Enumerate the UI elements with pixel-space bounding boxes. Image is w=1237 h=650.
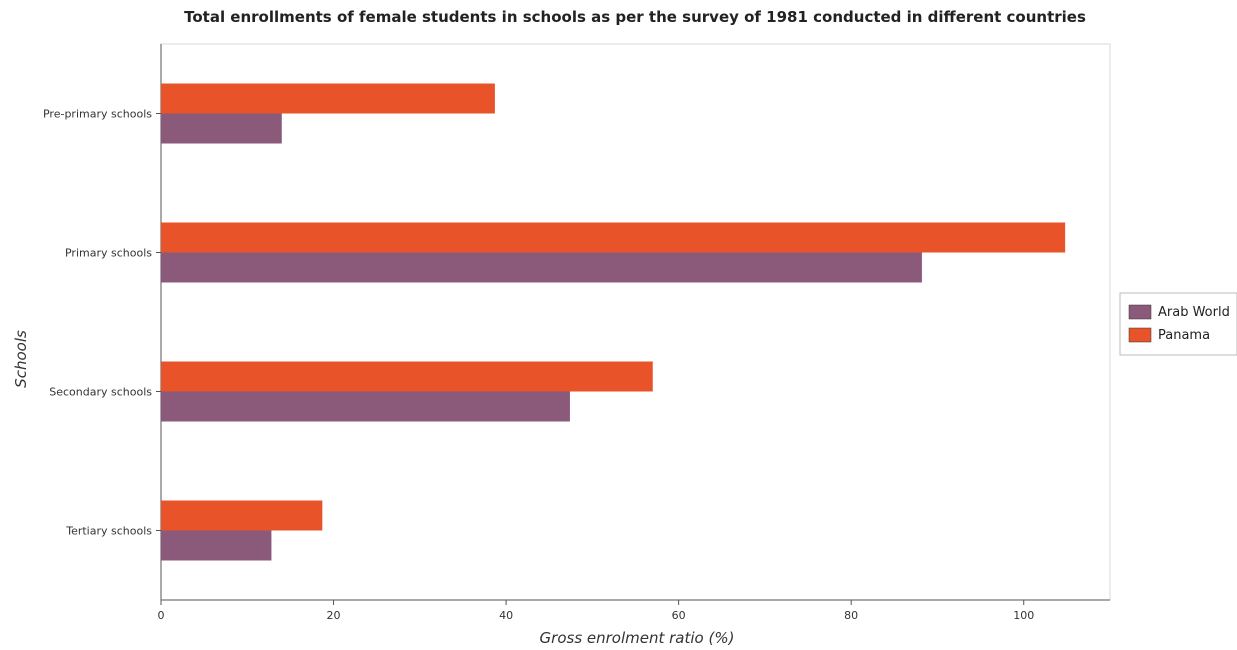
bar-panama-0 <box>161 83 495 114</box>
legend-label-arab-world: Arab World <box>1158 305 1230 320</box>
legend-swatch-panama <box>1128 327 1152 343</box>
x-tick-label: 20 <box>327 609 341 622</box>
legend-label-panama: Panama <box>1158 328 1210 343</box>
bar-arab-world-1 <box>161 252 922 283</box>
bar-panama-2 <box>161 361 653 392</box>
x-tick-label: 80 <box>844 609 858 622</box>
legend-swatch-arab-world <box>1128 304 1152 320</box>
x-tick-label: 0 <box>158 609 165 622</box>
y-tick-label: Secondary schools <box>49 386 152 399</box>
chart-title: Total enrollments of female students in … <box>184 8 1086 26</box>
bar-arab-world-0 <box>161 113 282 144</box>
y-axis-label: Schools <box>12 330 30 388</box>
x-tick-label: 60 <box>672 609 686 622</box>
bar-arab-world-2 <box>161 391 570 422</box>
y-tick-label: Tertiary schools <box>65 525 152 538</box>
legend-box <box>1119 292 1237 356</box>
x-tick-label: 40 <box>499 609 513 622</box>
x-axis-label: Gross enrolment ratio (%) <box>540 629 735 647</box>
bar-arab-world-3 <box>161 530 272 561</box>
bar-panama-1 <box>161 222 1066 253</box>
legend: Arab World Panama <box>1119 292 1237 356</box>
y-tick-label: Pre-primary schools <box>43 108 152 121</box>
x-tick-label: 100 <box>1013 609 1034 622</box>
y-tick-label: Primary schools <box>65 247 152 260</box>
bar-panama-3 <box>161 500 323 531</box>
